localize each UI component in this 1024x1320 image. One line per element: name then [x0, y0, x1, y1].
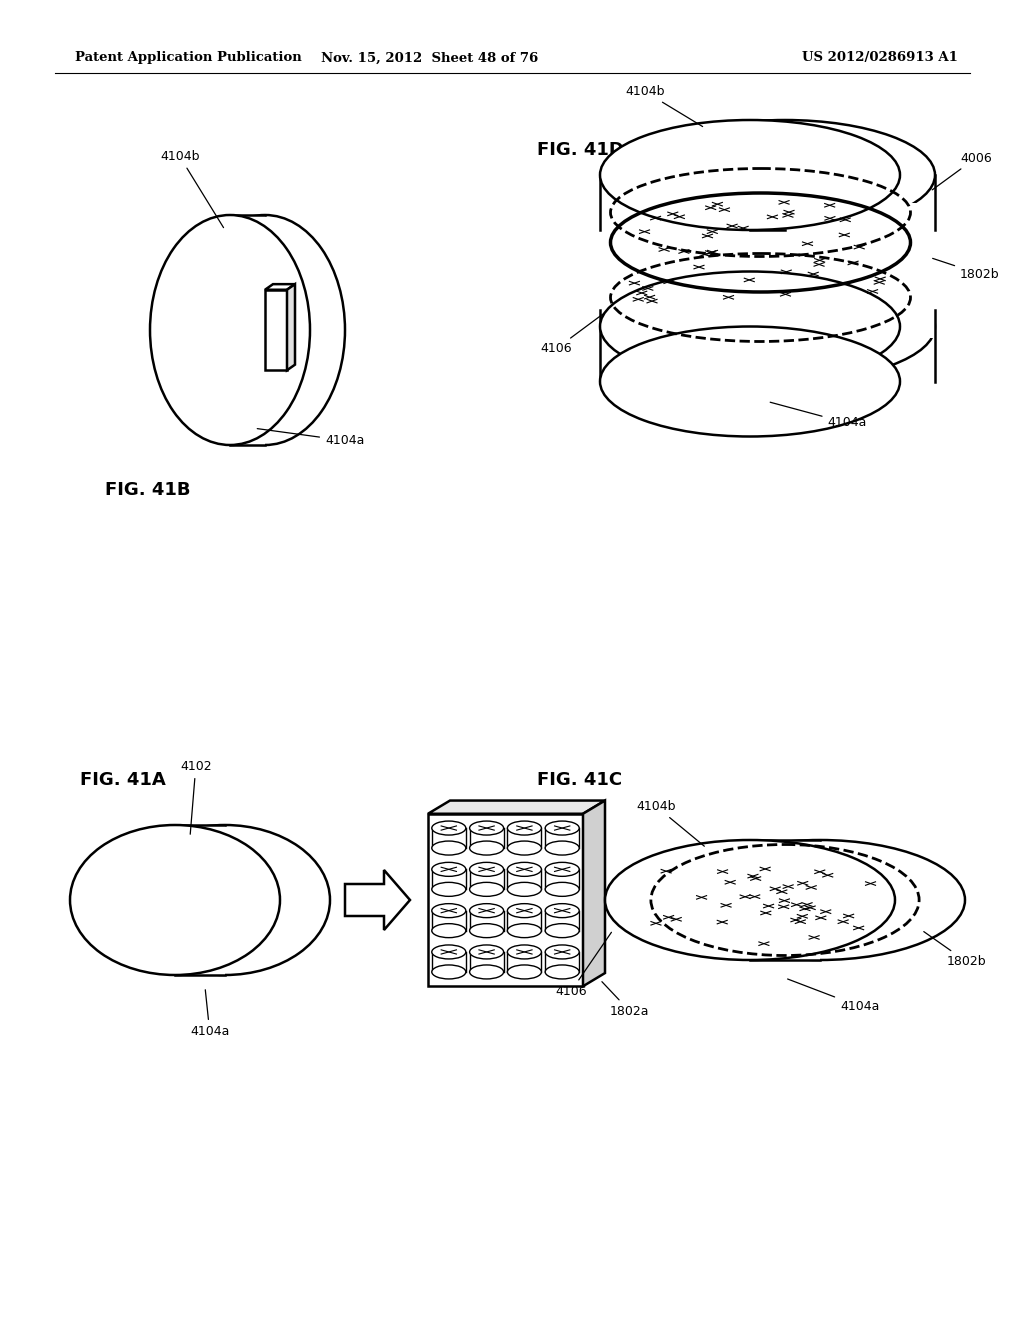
Text: 1802b: 1802b: [924, 932, 986, 968]
Polygon shape: [287, 284, 295, 370]
Ellipse shape: [470, 924, 504, 937]
Polygon shape: [508, 828, 542, 847]
Ellipse shape: [635, 272, 935, 381]
Polygon shape: [428, 800, 605, 813]
Ellipse shape: [508, 882, 542, 896]
Polygon shape: [508, 952, 542, 972]
Polygon shape: [750, 293, 785, 381]
Polygon shape: [545, 952, 580, 972]
Ellipse shape: [470, 965, 504, 979]
Ellipse shape: [545, 904, 580, 917]
Polygon shape: [750, 120, 785, 230]
Text: 4104a: 4104a: [787, 979, 880, 1012]
Polygon shape: [583, 800, 605, 986]
Ellipse shape: [432, 945, 466, 958]
Ellipse shape: [432, 882, 466, 896]
Text: Patent Application Publication: Patent Application Publication: [75, 51, 302, 65]
Ellipse shape: [545, 841, 580, 855]
Ellipse shape: [508, 841, 542, 855]
Text: FIG. 41A: FIG. 41A: [80, 771, 166, 789]
Ellipse shape: [600, 326, 900, 437]
Polygon shape: [470, 870, 504, 890]
Ellipse shape: [432, 862, 466, 876]
Ellipse shape: [470, 841, 504, 855]
Polygon shape: [545, 870, 580, 890]
Ellipse shape: [508, 945, 542, 958]
Text: 4006: 4006: [932, 152, 992, 190]
Text: FIG. 41C: FIG. 41C: [537, 771, 623, 789]
Polygon shape: [428, 813, 583, 986]
Text: 4104a: 4104a: [770, 403, 867, 429]
Text: FIG. 41B: FIG. 41B: [105, 480, 190, 499]
Ellipse shape: [545, 882, 580, 896]
Ellipse shape: [545, 862, 580, 876]
Ellipse shape: [600, 120, 900, 230]
Ellipse shape: [150, 215, 310, 445]
Ellipse shape: [470, 882, 504, 896]
Ellipse shape: [508, 965, 542, 979]
Ellipse shape: [508, 821, 542, 836]
Text: US 2012/0286913 A1: US 2012/0286913 A1: [802, 51, 957, 65]
Ellipse shape: [508, 924, 542, 937]
Ellipse shape: [432, 841, 466, 855]
Ellipse shape: [70, 825, 280, 975]
Ellipse shape: [635, 120, 935, 230]
Polygon shape: [432, 911, 466, 931]
Text: Nov. 15, 2012  Sheet 48 of 76: Nov. 15, 2012 Sheet 48 of 76: [322, 51, 539, 65]
Text: 4106: 4106: [555, 932, 611, 998]
Ellipse shape: [120, 825, 330, 975]
Ellipse shape: [675, 840, 965, 960]
Polygon shape: [432, 952, 466, 972]
Text: 4104b: 4104b: [160, 150, 223, 227]
Text: 4104a: 4104a: [257, 429, 365, 447]
Ellipse shape: [545, 821, 580, 836]
Polygon shape: [230, 215, 265, 445]
Ellipse shape: [432, 904, 466, 917]
Text: 1802a: 1802a: [602, 982, 649, 1018]
Ellipse shape: [470, 821, 504, 836]
Polygon shape: [432, 870, 466, 890]
Ellipse shape: [545, 924, 580, 937]
Ellipse shape: [508, 904, 542, 917]
Text: 4106: 4106: [540, 314, 603, 355]
Polygon shape: [508, 870, 542, 890]
Polygon shape: [265, 290, 287, 370]
Text: 1802b: 1802b: [933, 259, 999, 281]
Text: 4104b: 4104b: [625, 84, 702, 127]
Polygon shape: [545, 828, 580, 847]
Polygon shape: [470, 952, 504, 972]
Polygon shape: [545, 911, 580, 931]
Polygon shape: [345, 870, 410, 931]
Ellipse shape: [600, 272, 900, 381]
Polygon shape: [470, 828, 504, 847]
Ellipse shape: [605, 840, 895, 960]
Ellipse shape: [432, 924, 466, 937]
Text: 4104b: 4104b: [637, 800, 705, 846]
Ellipse shape: [508, 862, 542, 876]
Text: 4102: 4102: [180, 760, 212, 834]
Ellipse shape: [470, 945, 504, 958]
Polygon shape: [508, 911, 542, 931]
Polygon shape: [432, 828, 466, 847]
Polygon shape: [600, 202, 935, 338]
Polygon shape: [265, 284, 295, 290]
Ellipse shape: [432, 821, 466, 836]
Ellipse shape: [545, 965, 580, 979]
Ellipse shape: [470, 862, 504, 876]
Text: 4104a: 4104a: [190, 990, 229, 1038]
Ellipse shape: [185, 215, 345, 445]
Polygon shape: [175, 825, 225, 975]
Text: FIG. 41D: FIG. 41D: [537, 141, 624, 158]
Polygon shape: [750, 840, 820, 960]
Ellipse shape: [470, 904, 504, 917]
Ellipse shape: [545, 945, 580, 958]
Ellipse shape: [432, 965, 466, 979]
Polygon shape: [470, 911, 504, 931]
